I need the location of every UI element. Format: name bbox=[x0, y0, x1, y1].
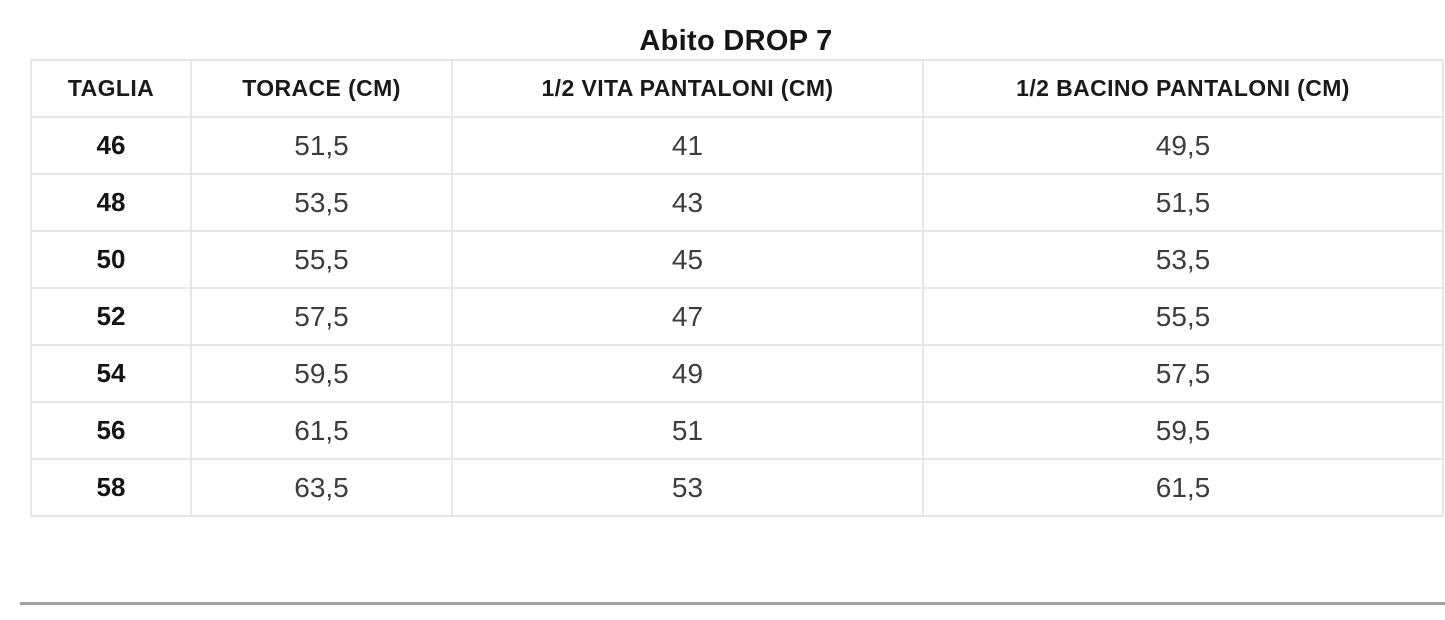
vita-cell: 43 bbox=[451, 173, 924, 232]
size-cell: 48 bbox=[30, 173, 192, 232]
table-row: 48 53,5 43 51,5 bbox=[30, 173, 1444, 232]
size-chart-title: Abito DROP 7 bbox=[639, 25, 833, 57]
bacino-cell: 57,5 bbox=[922, 344, 1444, 403]
size-table-body: 46 51,5 41 49,5 48 53,5 43 51,5 50 55,5 45 53,5 52 57… bbox=[30, 116, 1444, 517]
size-cell: 46 bbox=[30, 116, 192, 175]
torace-cell: 51,5 bbox=[190, 116, 453, 175]
bottom-divider bbox=[20, 602, 1445, 605]
torace-cell: 53,5 bbox=[190, 173, 453, 232]
vita-cell: 49 bbox=[451, 344, 924, 403]
vita-cell: 51 bbox=[451, 401, 924, 460]
size-cell: 58 bbox=[30, 458, 192, 517]
table-row: 52 57,5 47 55,5 bbox=[30, 287, 1444, 346]
bacino-cell: 61,5 bbox=[922, 458, 1444, 517]
size-cell: 54 bbox=[30, 344, 192, 403]
vita-cell: 47 bbox=[451, 287, 924, 346]
bacino-cell: 55,5 bbox=[922, 287, 1444, 346]
header-vita-pantaloni: 1/2 VITA PANTALONI (CM) bbox=[451, 59, 924, 118]
size-table-head: TAGLIA TORACE (CM) 1/2 VITA PANTALONI (C… bbox=[30, 59, 1444, 118]
table-row: 54 59,5 49 57,5 bbox=[30, 344, 1444, 403]
size-table: TAGLIA TORACE (CM) 1/2 VITA PANTALONI (C… bbox=[30, 59, 1444, 517]
size-cell: 52 bbox=[30, 287, 192, 346]
vita-cell: 41 bbox=[451, 116, 924, 175]
bacino-cell: 51,5 bbox=[922, 173, 1444, 232]
table-row: 58 63,5 53 61,5 bbox=[30, 458, 1444, 517]
torace-cell: 63,5 bbox=[190, 458, 453, 517]
vita-cell: 53 bbox=[451, 458, 924, 517]
torace-cell: 55,5 bbox=[190, 230, 453, 289]
vita-cell: 45 bbox=[451, 230, 924, 289]
header-bacino-pantaloni: 1/2 BACINO PANTALONI (CM) bbox=[922, 59, 1444, 118]
header-torace: TORACE (CM) bbox=[190, 59, 453, 118]
table-row: 50 55,5 45 53,5 bbox=[30, 230, 1444, 289]
bacino-cell: 53,5 bbox=[922, 230, 1444, 289]
header-taglia: TAGLIA bbox=[30, 59, 192, 118]
header-row: TAGLIA TORACE (CM) 1/2 VITA PANTALONI (C… bbox=[30, 59, 1444, 118]
size-chart-content: Abito DROP 7 TAGLIA TORACE (CM) 1/2 VITA… bbox=[30, 0, 1444, 517]
bacino-cell: 49,5 bbox=[922, 116, 1444, 175]
bacino-cell: 59,5 bbox=[922, 401, 1444, 460]
torace-cell: 61,5 bbox=[190, 401, 453, 460]
torace-cell: 57,5 bbox=[190, 287, 453, 346]
torace-cell: 59,5 bbox=[190, 344, 453, 403]
size-cell: 50 bbox=[30, 230, 192, 289]
table-row: 46 51,5 41 49,5 bbox=[30, 116, 1444, 175]
size-cell: 56 bbox=[30, 401, 192, 460]
table-row: 56 61,5 51 59,5 bbox=[30, 401, 1444, 460]
